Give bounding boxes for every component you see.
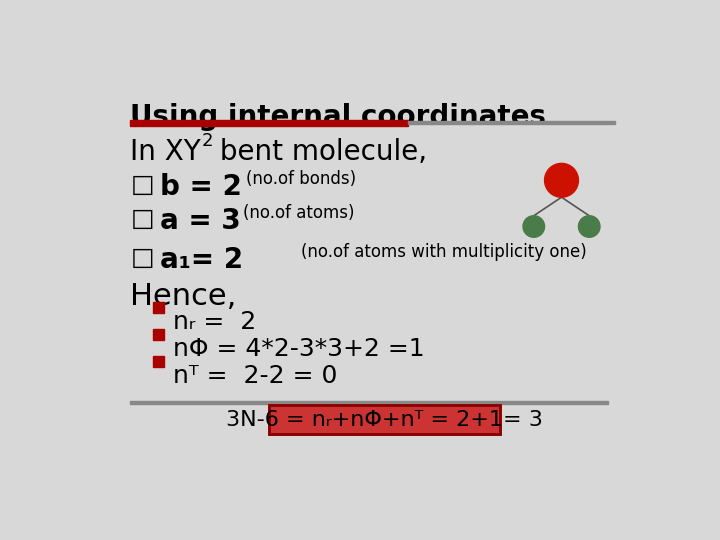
Text: □: □ [130, 173, 154, 197]
Text: (no.of bonds): (no.of bonds) [246, 170, 356, 187]
Text: 2: 2 [201, 132, 212, 150]
Bar [130, 401, 608, 403]
Text: (no.of atoms with multiplicity one): (no.of atoms with multiplicity one) [301, 242, 587, 261]
Text: In XY: In XY [130, 138, 201, 166]
Text: □: □ [130, 246, 154, 270]
Bar [153, 329, 164, 340]
Circle shape [523, 215, 544, 237]
Bar [269, 405, 500, 434]
Text: □: □ [130, 207, 154, 231]
Text: nᵀ =  2-2 = 0: nᵀ = 2-2 = 0 [173, 363, 337, 388]
Circle shape [578, 215, 600, 237]
Text: (no.of atoms): (no.of atoms) [243, 204, 354, 222]
Text: 3N-6 = nᵣ+nΦ+nᵀ = 2+1= 3: 3N-6 = nᵣ+nΦ+nᵀ = 2+1= 3 [226, 410, 543, 430]
Bar [130, 120, 408, 126]
Text: b = 2: b = 2 [160, 173, 241, 200]
Text: nΦ = 4*2-3*3+2 =1: nΦ = 4*2-3*3+2 =1 [173, 336, 424, 361]
Bar [153, 356, 164, 367]
Text: a = 3: a = 3 [160, 207, 240, 235]
Circle shape [544, 164, 578, 197]
Text: a₁= 2: a₁= 2 [160, 246, 243, 274]
Bar [153, 302, 164, 313]
Text: nᵣ =  2: nᵣ = 2 [173, 309, 256, 334]
Bar [269, 405, 500, 434]
Text: Using internal coordinates: Using internal coordinates [130, 103, 546, 131]
Text: bent molecule,: bent molecule, [211, 138, 427, 166]
Text: Hence,: Hence, [130, 282, 237, 311]
Bar [408, 121, 616, 124]
